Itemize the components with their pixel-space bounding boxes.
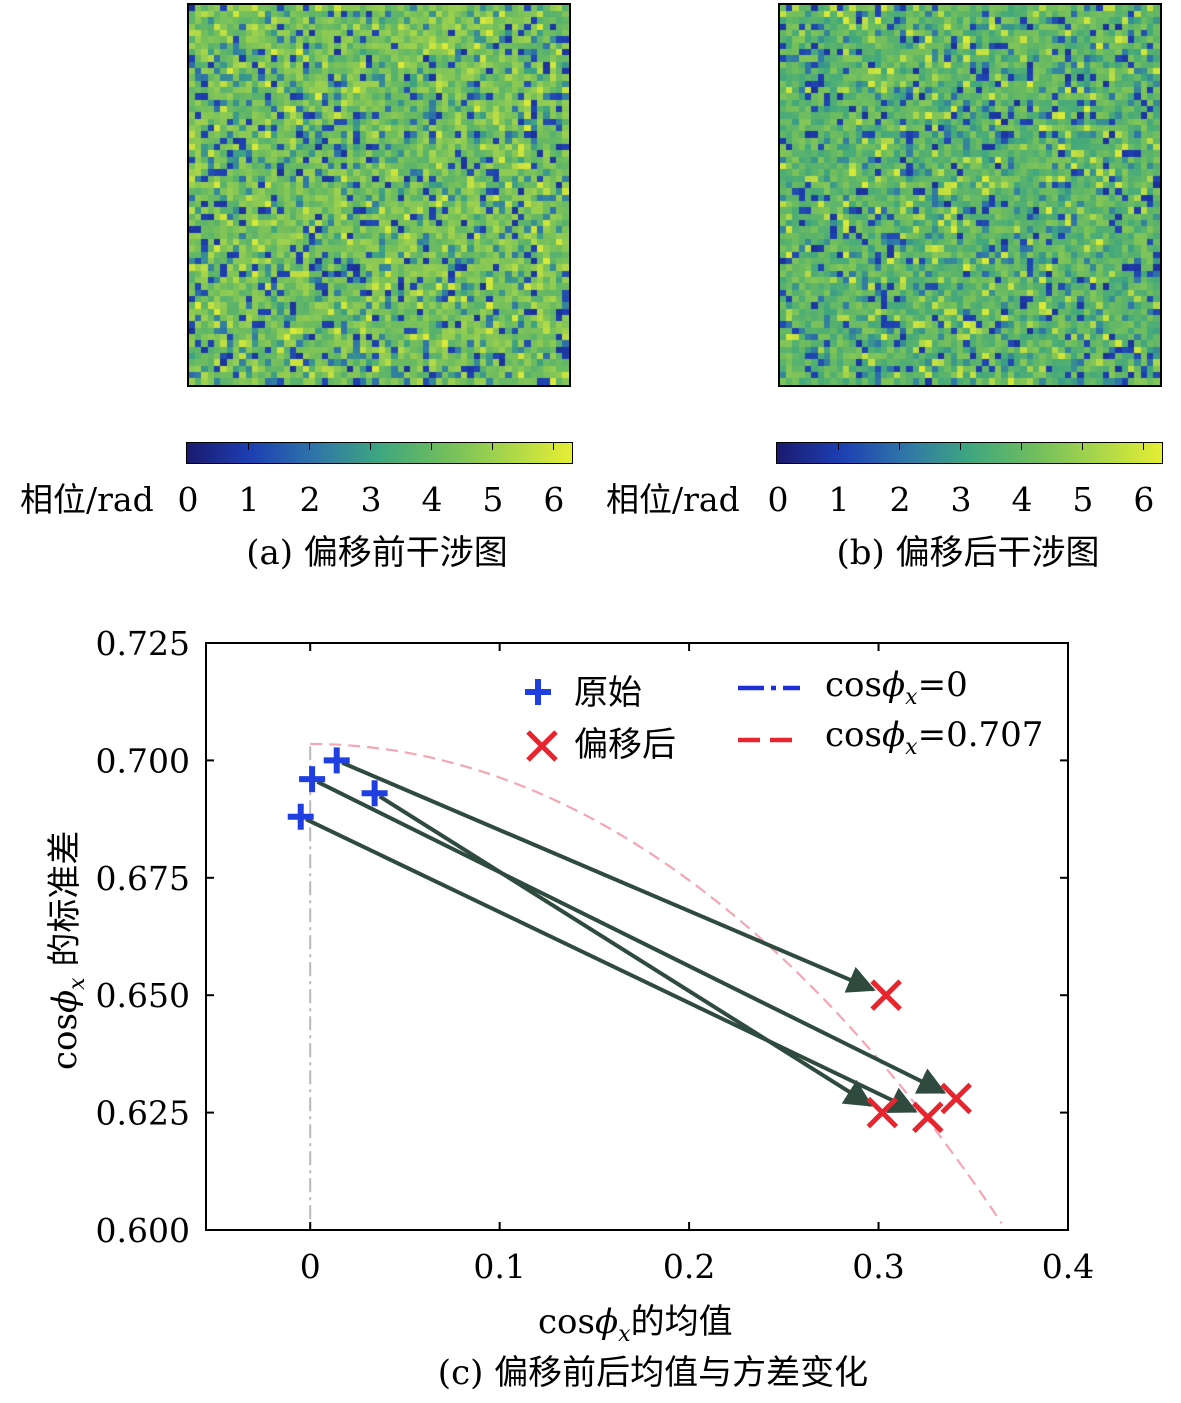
y-tick-label: 0.625 xyxy=(96,1094,190,1133)
colorbar-b-label: 相位/rad xyxy=(606,480,740,519)
x-tick-label: 0.4 xyxy=(1042,1247,1094,1286)
colorbar-tick xyxy=(959,443,962,450)
colorbar-tick-label: 6 xyxy=(543,480,565,519)
colorbar-tick-label: 3 xyxy=(950,480,972,519)
interferogram-before-canvas xyxy=(189,5,569,385)
original-point xyxy=(299,766,326,793)
colorbar-tick xyxy=(491,443,494,450)
colorbar-tick-label: 5 xyxy=(1072,480,1094,519)
x-marker-b xyxy=(866,1096,899,1129)
colorbar-tick xyxy=(837,443,840,450)
original-point xyxy=(323,747,350,774)
x-marker-b xyxy=(940,1082,972,1115)
original-point xyxy=(287,803,314,830)
colorbar-a xyxy=(186,442,573,464)
shift-arrow xyxy=(305,817,918,1114)
caption-b: (b) 偏移后干涉图 xyxy=(836,533,1100,573)
y-tick-label: 0.650 xyxy=(96,976,190,1015)
shifted-point xyxy=(940,1082,972,1115)
legend-original-icon xyxy=(525,679,551,705)
x-tick-label: 0 xyxy=(300,1247,321,1286)
colorbar-tick-label: 4 xyxy=(421,480,443,519)
scatter-chart: 0 0.1 0.2 0.3 0.4 0.600 0.625 0.650 0.675 0.700 0.… xyxy=(45,624,1094,1347)
colorbar-tick-label: 0 xyxy=(767,480,789,519)
shift-arrow xyxy=(341,760,876,993)
colorbar-tick xyxy=(1020,443,1023,450)
colorbar-b-gradient xyxy=(777,443,1162,463)
x-tick-label: 0.2 xyxy=(663,1247,715,1286)
y-axis-label: cosϕx 的标准差 xyxy=(45,831,90,1070)
colorbar-tick xyxy=(247,443,250,450)
original-point xyxy=(361,780,388,807)
colorbar-tick-label: 6 xyxy=(1133,480,1155,519)
colorbar-tick xyxy=(1142,443,1145,450)
colorbar-tick xyxy=(898,443,901,450)
shift-arrow xyxy=(378,794,873,1107)
colorbar-tick xyxy=(369,443,372,450)
colorbar-tick-label: 5 xyxy=(482,480,504,519)
colorbar-tick xyxy=(552,443,555,450)
plot-frame xyxy=(205,642,1069,1231)
y-tick-label: 0.700 xyxy=(96,741,190,780)
shifted-point xyxy=(870,979,902,1011)
colorbar-tick xyxy=(430,443,433,450)
colorbar-tick-label: 2 xyxy=(299,480,321,519)
x-tick-label: 0.3 xyxy=(852,1247,904,1286)
shift-arrow xyxy=(316,780,947,1095)
caption-c: (c) 偏移前后均值与方差变化 xyxy=(437,1353,869,1393)
reference-curve-0707 xyxy=(310,742,1003,1225)
colorbar-tick-label: 3 xyxy=(360,480,382,519)
x-marker-b xyxy=(912,1101,944,1134)
colorbar-tick-label: 4 xyxy=(1011,480,1033,519)
colorbar-b xyxy=(776,442,1163,464)
y-tick-label: 0.600 xyxy=(96,1211,190,1250)
colorbar-a-label: 相位/rad xyxy=(20,480,154,519)
legend-original-label: 原始 xyxy=(574,673,642,713)
colorbar-tick-label: 0 xyxy=(177,480,199,519)
shifted-point xyxy=(866,1096,899,1129)
plot-area: 0 0.1 0.2 0.3 0.4 0.600 0.625 0.650 0.675 0.700 0.… xyxy=(45,624,1094,1347)
x-axis-label: cosϕx的均值 xyxy=(538,1302,733,1347)
colorbar-a-gradient xyxy=(187,443,572,463)
caption-a: (a) 偏移前干涉图 xyxy=(246,533,508,573)
interferogram-before xyxy=(187,3,571,387)
y-tick-label: 0.725 xyxy=(96,624,190,663)
interferogram-after xyxy=(778,3,1162,387)
legend-zero-label: cosϕx=0 xyxy=(825,665,968,710)
legend-0707-label: cosϕx=0.707 xyxy=(825,715,1043,760)
y-tick-label: 0.675 xyxy=(96,859,190,898)
colorbar-tick-label: 1 xyxy=(238,480,260,519)
colorbar-tick xyxy=(1081,443,1084,450)
legend-shifted-icon xyxy=(526,730,558,762)
colorbar-tick xyxy=(308,443,311,450)
shifted-point xyxy=(912,1101,944,1134)
x-marker-b xyxy=(526,730,558,762)
interferogram-after-canvas xyxy=(780,5,1160,385)
x-tick-label: 0.1 xyxy=(473,1247,525,1286)
colorbar-tick-label: 1 xyxy=(828,480,850,519)
legend-shifted-label: 偏移后 xyxy=(574,725,676,765)
colorbar-tick-label: 2 xyxy=(889,480,911,519)
x-marker-b xyxy=(870,979,902,1011)
